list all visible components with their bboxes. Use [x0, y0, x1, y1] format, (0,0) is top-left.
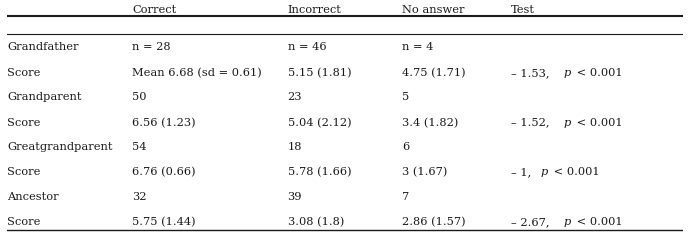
Text: 6.56 (1.23): 6.56 (1.23) [132, 118, 196, 128]
Text: 3 (1.67): 3 (1.67) [402, 167, 448, 177]
Text: 18: 18 [288, 142, 302, 152]
Text: Score: Score [7, 68, 40, 78]
Text: 3.08 (1.8): 3.08 (1.8) [288, 217, 344, 227]
Text: Score: Score [7, 217, 40, 227]
Text: 3.4 (1.82): 3.4 (1.82) [402, 118, 459, 128]
Text: n = 46: n = 46 [288, 42, 326, 52]
Text: 23: 23 [288, 92, 302, 102]
Text: p: p [564, 118, 571, 128]
Text: Incorrect: Incorrect [288, 5, 342, 15]
Text: 32: 32 [132, 192, 146, 202]
Text: No answer: No answer [402, 5, 465, 15]
Text: Score: Score [7, 118, 40, 128]
Text: < 0.001: < 0.001 [550, 167, 600, 177]
Text: Ancestor: Ancestor [7, 192, 59, 202]
Text: 50: 50 [132, 92, 146, 102]
Text: p: p [541, 167, 548, 177]
Text: < 0.001: < 0.001 [573, 118, 623, 128]
Text: p: p [564, 68, 571, 78]
Text: Grandparent: Grandparent [7, 92, 81, 102]
Text: p: p [564, 217, 571, 227]
Text: n = 28: n = 28 [132, 42, 170, 52]
Text: Score: Score [7, 167, 40, 177]
Text: 6: 6 [402, 142, 410, 152]
Text: – 2.67,: – 2.67, [511, 217, 553, 227]
Text: Test: Test [511, 5, 535, 15]
Text: 5.04 (2.12): 5.04 (2.12) [288, 118, 351, 128]
Text: n = 4: n = 4 [402, 42, 434, 52]
Text: – 1,: – 1, [511, 167, 535, 177]
Text: Mean 6.68 (sd = 0.61): Mean 6.68 (sd = 0.61) [132, 68, 262, 78]
Text: Greatgrandparent: Greatgrandparent [7, 142, 112, 152]
Text: < 0.001: < 0.001 [573, 68, 623, 78]
Text: – 1.53,: – 1.53, [511, 68, 553, 78]
Text: 6.76 (0.66): 6.76 (0.66) [132, 167, 196, 177]
Text: – 1.52,: – 1.52, [511, 118, 553, 128]
Text: 5.78 (1.66): 5.78 (1.66) [288, 167, 351, 177]
Text: Correct: Correct [132, 5, 176, 15]
Text: 5.15 (1.81): 5.15 (1.81) [288, 68, 351, 78]
Text: 2.86 (1.57): 2.86 (1.57) [402, 217, 466, 227]
Text: 4.75 (1.71): 4.75 (1.71) [402, 68, 466, 78]
Text: 5: 5 [402, 92, 410, 102]
Text: < 0.001: < 0.001 [573, 217, 623, 227]
Text: 7: 7 [402, 192, 410, 202]
Text: 39: 39 [288, 192, 302, 202]
Text: Grandfather: Grandfather [7, 42, 79, 52]
Text: 54: 54 [132, 142, 146, 152]
Text: 5.75 (1.44): 5.75 (1.44) [132, 217, 196, 227]
